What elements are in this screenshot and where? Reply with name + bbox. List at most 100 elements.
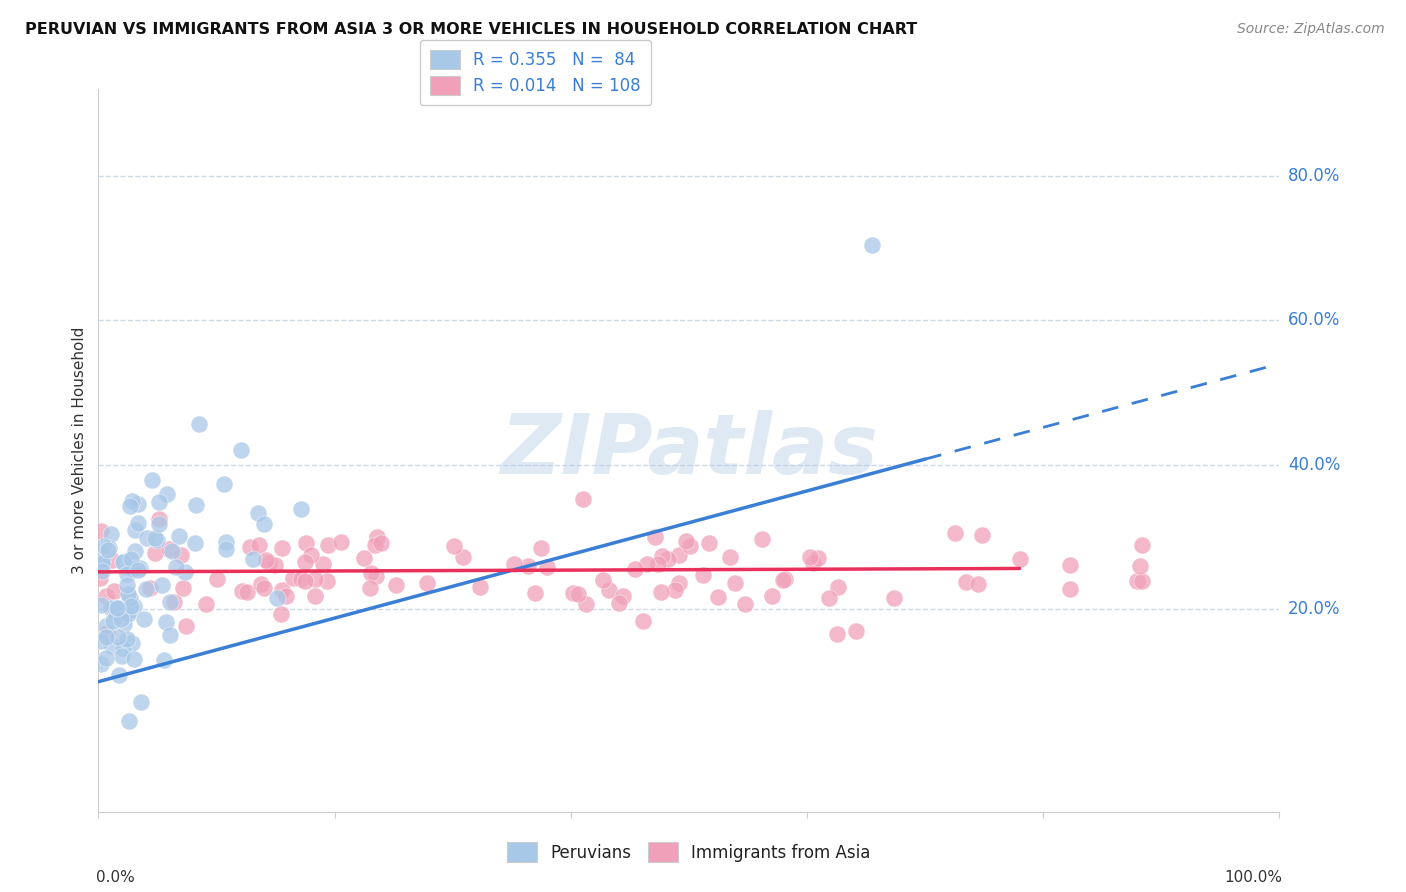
Point: [120, 552, 142, 566]
Point: [263, 558, 285, 573]
Point: [353, 551, 375, 566]
Point: [1130, 574, 1153, 588]
Point: [827, 580, 849, 594]
Point: [91, 552, 114, 566]
Point: [141, 474, 163, 488]
Point: [370, 535, 392, 549]
Point: [148, 517, 170, 532]
Point: [253, 581, 276, 595]
Point: [118, 499, 141, 513]
Point: [274, 590, 297, 604]
Text: 100.0%: 100.0%: [1223, 870, 1282, 885]
Point: [101, 640, 124, 654]
Point: [159, 595, 181, 609]
Point: [572, 492, 595, 507]
Point: [184, 536, 207, 550]
Point: [664, 582, 686, 597]
Point: [153, 653, 176, 667]
Point: [104, 609, 127, 624]
Point: [90, 598, 112, 612]
Point: [657, 552, 679, 566]
Point: [108, 668, 131, 682]
Point: [150, 578, 173, 592]
Point: [644, 530, 666, 544]
Point: [249, 577, 271, 591]
Point: [943, 526, 966, 541]
Point: [98, 541, 121, 555]
Point: [807, 551, 830, 566]
Point: [160, 544, 183, 558]
Point: [122, 562, 145, 576]
Point: [247, 538, 270, 552]
Point: [443, 539, 465, 553]
Point: [115, 567, 138, 582]
Point: [194, 597, 217, 611]
Point: [127, 563, 149, 577]
Point: [270, 607, 292, 621]
Point: [304, 589, 326, 603]
Point: [707, 590, 730, 604]
Point: [1126, 574, 1149, 589]
Point: [316, 538, 339, 552]
Point: [668, 548, 690, 562]
Point: [650, 585, 672, 599]
Point: [97, 543, 120, 558]
Point: [503, 558, 526, 572]
Point: [825, 627, 848, 641]
Point: [229, 443, 252, 458]
Point: [105, 609, 128, 624]
Point: [101, 614, 124, 628]
Point: [315, 574, 337, 589]
Point: [692, 567, 714, 582]
Point: [100, 527, 122, 541]
Point: [536, 559, 558, 574]
Point: [186, 498, 208, 512]
Point: [231, 584, 253, 599]
Point: [860, 237, 883, 252]
Point: [636, 557, 658, 571]
Point: [112, 641, 135, 656]
Point: [451, 549, 474, 564]
Text: 60.0%: 60.0%: [1288, 311, 1340, 329]
Text: 0.0%: 0.0%: [96, 870, 135, 885]
Point: [148, 495, 170, 509]
Point: [127, 516, 149, 531]
Point: [624, 562, 647, 576]
Legend: Peruvians, Immigrants from Asia: Peruvians, Immigrants from Asia: [501, 836, 877, 869]
Point: [592, 574, 614, 588]
Point: [294, 574, 316, 588]
Point: [205, 572, 228, 586]
Point: [132, 612, 155, 626]
Point: [236, 584, 259, 599]
Point: [254, 553, 277, 567]
Point: [118, 714, 141, 728]
Point: [257, 556, 280, 570]
Point: [364, 569, 387, 583]
Point: [110, 649, 132, 664]
Point: [1059, 582, 1081, 596]
Point: [1129, 559, 1152, 574]
Point: [679, 539, 702, 553]
Point: [163, 595, 186, 609]
Point: [801, 556, 824, 570]
Point: [295, 536, 318, 550]
Point: [107, 600, 129, 615]
Point: [124, 599, 146, 614]
Point: [304, 572, 326, 586]
Point: [122, 652, 145, 666]
Point: [91, 556, 114, 570]
Point: [124, 523, 146, 537]
Point: [167, 529, 190, 543]
Point: [107, 630, 129, 644]
Point: [104, 601, 127, 615]
Point: [290, 501, 312, 516]
Point: [93, 540, 115, 554]
Point: [121, 494, 143, 508]
Text: Source: ZipAtlas.com: Source: ZipAtlas.com: [1237, 22, 1385, 37]
Point: [530, 541, 553, 555]
Point: [366, 530, 388, 544]
Point: [751, 532, 773, 546]
Point: [143, 546, 166, 560]
Point: [651, 549, 673, 563]
Point: [631, 614, 654, 628]
